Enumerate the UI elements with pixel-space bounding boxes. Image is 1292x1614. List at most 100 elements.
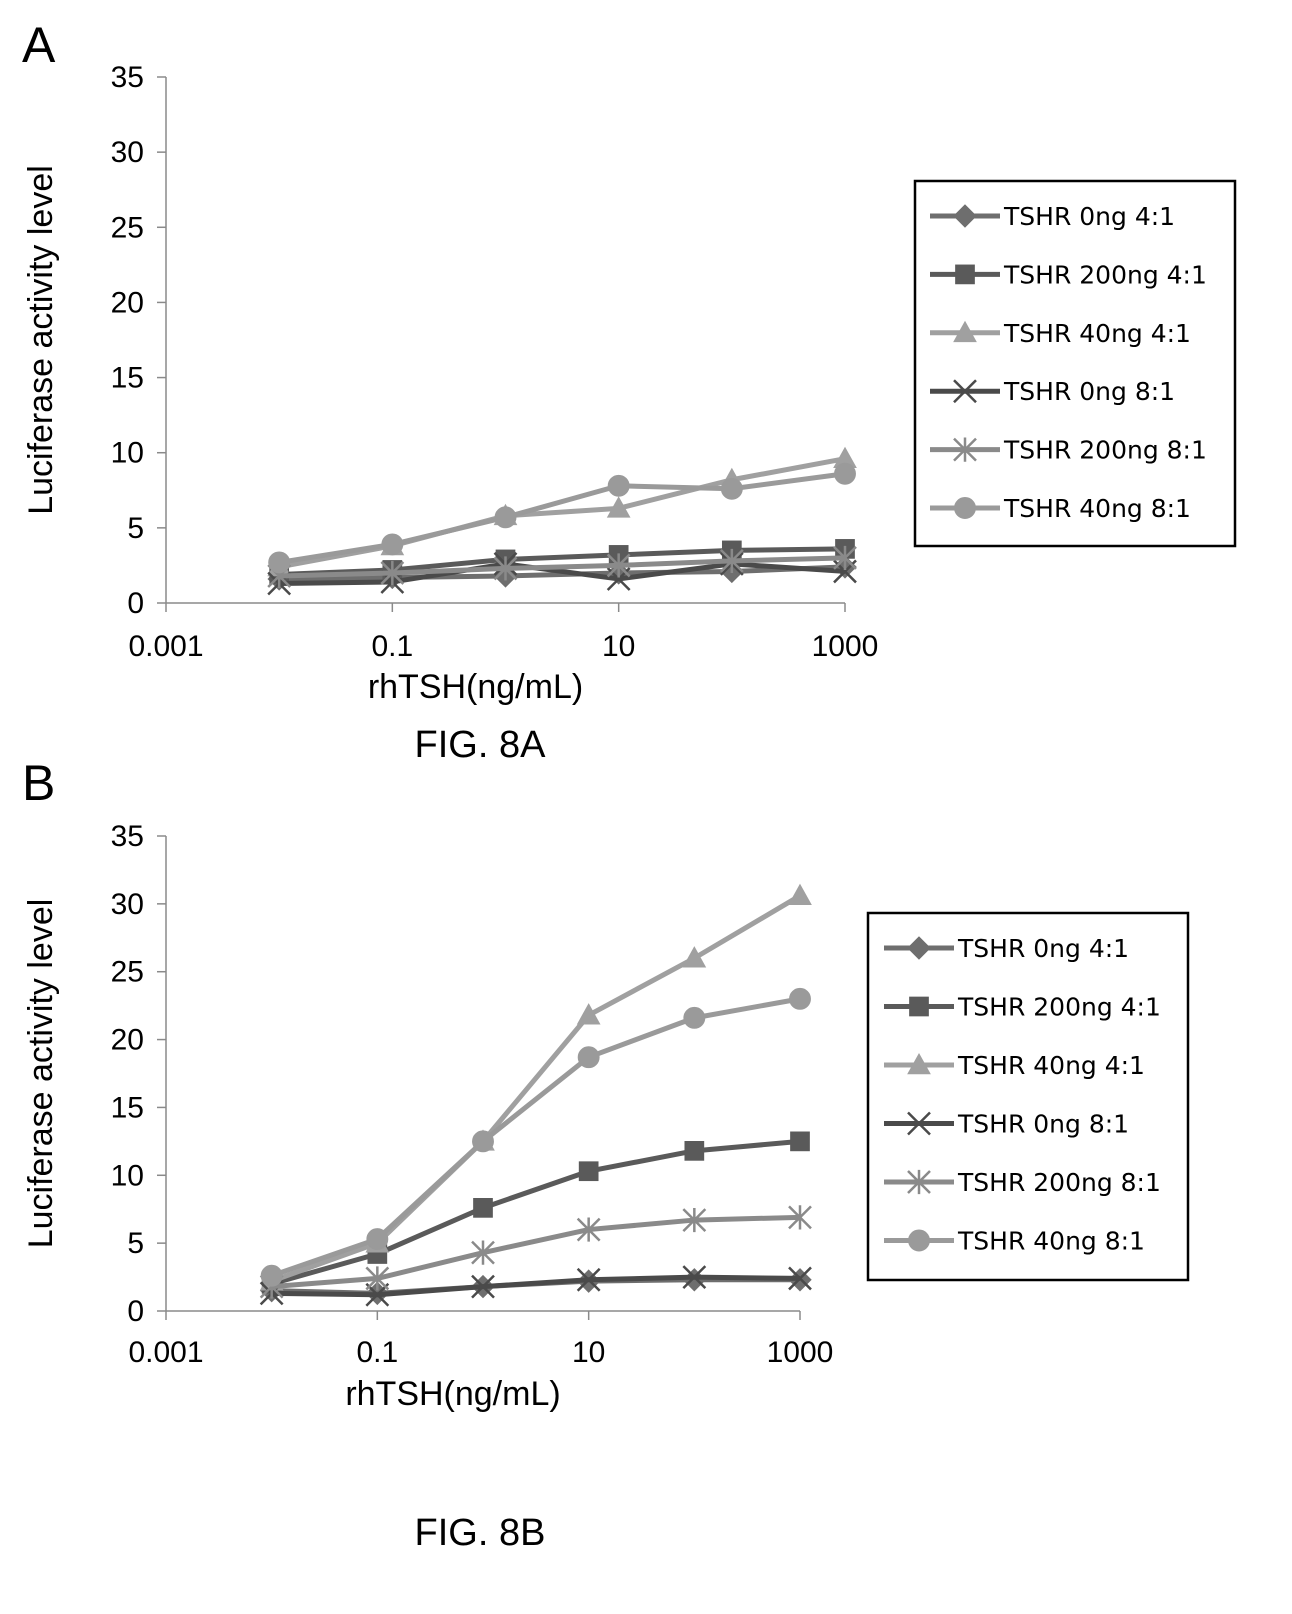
- series-1: [261, 1131, 810, 1294]
- series-line: [271, 1274, 801, 1298]
- legend-swatch-marker: [955, 264, 975, 285]
- legend-label: TSHR 0ng 4:1: [1003, 202, 1175, 231]
- series-line: [279, 564, 846, 582]
- data-point: [682, 946, 707, 968]
- legend-swatch-marker: [953, 204, 977, 228]
- series-line: [278, 471, 846, 565]
- data-point: [607, 474, 630, 497]
- y-tick-label: 5: [127, 512, 144, 545]
- data-point: [365, 1266, 390, 1291]
- data-point: [606, 553, 631, 578]
- panel-letter: A: [22, 17, 56, 73]
- data-point: [788, 1266, 812, 1291]
- y-tick-label: 35: [111, 61, 144, 94]
- x-tick-label: 0.001: [128, 1336, 203, 1369]
- series-5: [260, 987, 811, 1287]
- x-tick-label: 10: [602, 630, 635, 663]
- data-point: [833, 545, 857, 571]
- series-line: [279, 555, 846, 579]
- data-point: [576, 1003, 601, 1025]
- panel-a: A 0 5 10 15 20 25 30 35 0.001 0.1 10 1000 Luciferase …: [22, 17, 1237, 766]
- legend-swatch-marker: [954, 497, 976, 519]
- series-line: [270, 1138, 801, 1287]
- legend-label: TSHR 40ng 8:1: [957, 1227, 1145, 1256]
- data-point: [683, 1006, 706, 1029]
- figure-caption: FIG. 8A: [415, 724, 547, 766]
- data-point: [493, 556, 518, 581]
- x-tick-label: 10: [572, 1336, 605, 1369]
- legend-label: TSHR 200ng 8:1: [1003, 436, 1207, 465]
- y-axis-label: Luciferase activity level: [22, 899, 60, 1249]
- data-point: [790, 1131, 810, 1152]
- data-point: [576, 1217, 601, 1242]
- series-3: [259, 1265, 812, 1307]
- series-2: [259, 883, 812, 1291]
- y-axis-label: Luciferase activity level: [22, 165, 60, 515]
- data-point: [682, 1207, 707, 1233]
- series-4: [267, 545, 857, 589]
- legend-box: [913, 179, 1237, 548]
- panel-letter: B: [22, 755, 55, 811]
- x-tick-label: 1000: [767, 1336, 834, 1369]
- panel-b: B 0 5 10 15 20 25 30 35 0.001 0.1 10 1000 Luciferase …: [22, 755, 1190, 1554]
- legend-swatch-marker: [907, 1111, 931, 1136]
- legend-label: TSHR 40ng 4:1: [957, 1051, 1145, 1080]
- legend-label: TSHR 40ng 8:1: [1003, 494, 1191, 523]
- legend-swatch-marker: [909, 996, 929, 1017]
- x-tick-label: 0.1: [356, 1336, 398, 1369]
- series-line: [279, 561, 846, 586]
- x-tick-label: 1000: [812, 630, 879, 663]
- y-tick-label: 20: [111, 1024, 144, 1057]
- series-line: [271, 1214, 801, 1290]
- legend-swatch-marker: [907, 1052, 931, 1075]
- y-tick-label: 10: [111, 437, 144, 470]
- y-tick-label: 30: [111, 136, 144, 169]
- y-tick-label: 15: [111, 362, 144, 395]
- x-axis-label: rhTSH(ng/mL): [368, 668, 583, 706]
- legend-label: TSHR 0ng 8:1: [957, 1110, 1129, 1139]
- data-point: [788, 1205, 812, 1230]
- data-point: [577, 1046, 600, 1069]
- series-line: [270, 996, 801, 1279]
- y-tick-label: 30: [111, 888, 144, 921]
- y-tick-label: 15: [111, 1091, 144, 1124]
- data-point: [471, 1274, 495, 1299]
- legend-swatch-marker: [953, 379, 977, 404]
- series-5: [268, 462, 856, 574]
- data-point: [720, 477, 743, 500]
- legend-label: TSHR 200ng 4:1: [957, 993, 1161, 1022]
- legend-label: TSHR 0ng 4:1: [957, 934, 1129, 963]
- data-point: [682, 1265, 707, 1289]
- y-tick-label: 10: [111, 1159, 144, 1192]
- series-line: [270, 893, 802, 1284]
- y-tick-label: 20: [111, 286, 144, 319]
- y-tick-label: 0: [127, 587, 144, 620]
- y-tick-label: 25: [111, 956, 144, 989]
- x-tick-label: 0.1: [371, 630, 413, 663]
- figure-caption: FIG. 8B: [415, 1512, 546, 1554]
- legend-label: TSHR 200ng 8:1: [957, 1168, 1161, 1197]
- data-point: [576, 1267, 601, 1292]
- series-0: [259, 1268, 812, 1306]
- data-point: [260, 1264, 283, 1287]
- data-point: [381, 533, 404, 556]
- data-point: [473, 1198, 493, 1218]
- legend-swatch-marker: [907, 936, 931, 960]
- y-tick-label: 5: [127, 1227, 144, 1260]
- data-point: [268, 551, 291, 574]
- data-point: [719, 548, 744, 574]
- series-line: [279, 546, 846, 577]
- data-point: [606, 496, 631, 518]
- legend-box: [866, 911, 1190, 1282]
- data-point: [578, 1161, 599, 1182]
- x-tick-label: 0.001: [128, 630, 203, 663]
- data-point: [366, 1228, 389, 1251]
- y-tick-label: 25: [111, 211, 144, 244]
- data-point: [380, 560, 405, 586]
- y-tick-label: 35: [111, 820, 144, 853]
- data-point: [834, 462, 856, 485]
- data-point: [684, 1141, 705, 1161]
- data-point: [788, 883, 812, 906]
- data-point: [471, 1240, 495, 1265]
